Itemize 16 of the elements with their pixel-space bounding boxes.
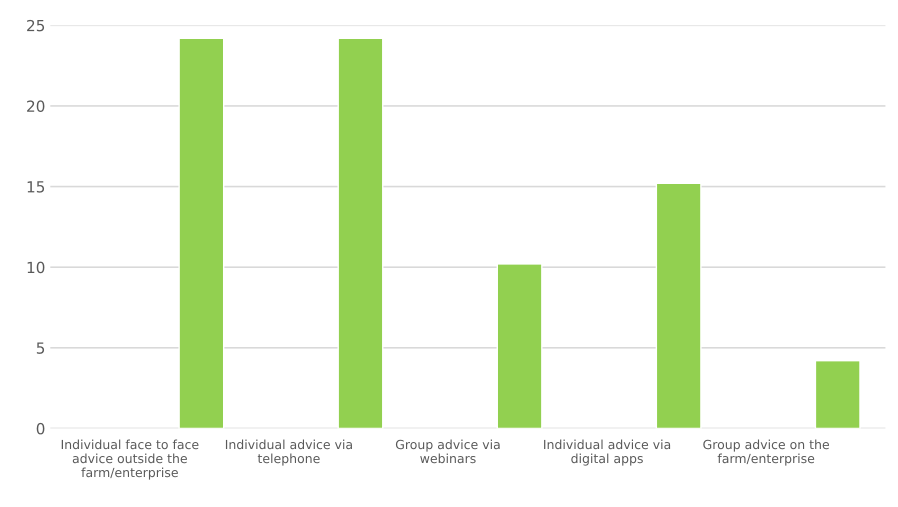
x-tick-label: Group advice via webinars <box>396 440 500 464</box>
y-tick-label: 20 <box>27 100 44 112</box>
y-tick-label: 15 <box>28 181 44 193</box>
x-tick-label: Individual advice via digital apps <box>544 440 670 466</box>
bar <box>814 360 861 428</box>
y-tick-label: 5 <box>36 342 44 354</box>
bar <box>656 182 702 428</box>
x-tick-label: Group advice on the farm/enterprise <box>703 440 829 466</box>
bar <box>178 38 224 428</box>
y-tick-label: 10 <box>28 262 44 274</box>
x-tick-label: Individual face to face advice outside the farm/enterprise <box>62 440 198 480</box>
bar <box>338 38 384 428</box>
y-tick-label: 0 <box>36 422 44 434</box>
bar <box>496 263 543 428</box>
y-tick-label: 25 <box>27 20 44 32</box>
x-tick-label: Individual advice via telephone <box>226 440 352 466</box>
